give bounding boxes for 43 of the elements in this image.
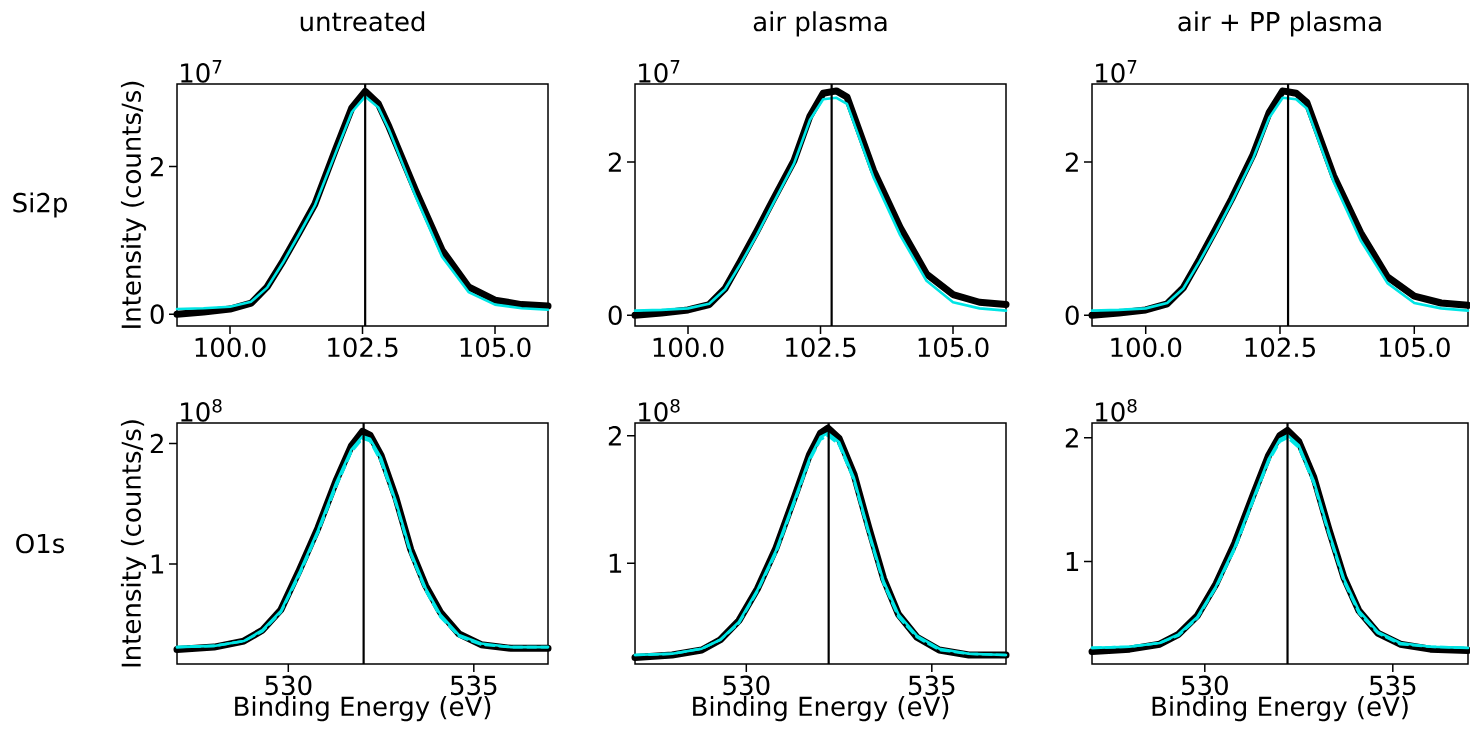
- text: 10$^{8}$: [639, 398, 680, 422]
- y-tick-label: 1: [609, 553, 622, 573]
- x-tick-label: 102.5: [1245, 337, 1315, 358]
- y-tick-label: 2: [150, 156, 163, 177]
- text: O1s: [16, 533, 65, 554]
- x-axis-title: Binding Energy (eV): [1152, 696, 1408, 722]
- x-tick-label: 105.0: [918, 337, 989, 358]
- x-tick-label: 535: [451, 675, 497, 696]
- text: 10$^{8}$: [181, 398, 222, 422]
- x-tick-label: 100.0: [195, 337, 266, 358]
- x-tick-label: 105.0: [460, 337, 531, 358]
- y-tick-label: 2: [608, 426, 621, 446]
- y-axis-title: Intensity (counts/s): [120, 81, 147, 328]
- text: 10$^{8}$: [1096, 398, 1137, 422]
- x-tick-label: 530: [1182, 675, 1228, 696]
- y-tick-label: 2: [1065, 152, 1078, 172]
- text: 10$^{7}$: [181, 60, 222, 83]
- y-axis-title: Intensity (counts/s): [120, 420, 147, 667]
- x-tick-label: 102.5: [328, 337, 398, 358]
- x-tick-label: 105.0: [1379, 337, 1450, 358]
- y-tick-label: 0: [1065, 305, 1079, 326]
- x-tick-label: 530: [265, 675, 312, 696]
- text: Si2p: [13, 192, 67, 218]
- y-tick-label: 2: [150, 433, 163, 454]
- x-axis-title: Binding Energy (eV): [693, 696, 949, 722]
- text: 10$^{7}$: [1096, 60, 1137, 83]
- text: 10$^{7}$: [639, 60, 680, 83]
- x-axis-title: Binding Energy (eV): [235, 696, 491, 722]
- x-tick-label: 100.0: [653, 337, 724, 358]
- y-tick-label: 2: [608, 152, 621, 172]
- chart-title: untreated: [300, 11, 425, 32]
- y-tick-label: 1: [151, 554, 164, 574]
- x-tick-label: 535: [909, 675, 955, 696]
- x-tick-label: 100.0: [1111, 337, 1182, 358]
- y-tick-label: 0: [608, 305, 622, 326]
- chart-title: air plasma: [753, 11, 887, 37]
- x-tick-label: 530: [723, 675, 770, 696]
- y-tick-label: 0: [150, 304, 164, 325]
- x-tick-label: 535: [1370, 675, 1416, 696]
- x-tick-label: 102.5: [786, 337, 856, 358]
- y-tick-label: 2: [1065, 428, 1078, 448]
- chart-title: air + PP plasma: [1178, 11, 1381, 37]
- y-tick-label: 1: [1066, 551, 1079, 571]
